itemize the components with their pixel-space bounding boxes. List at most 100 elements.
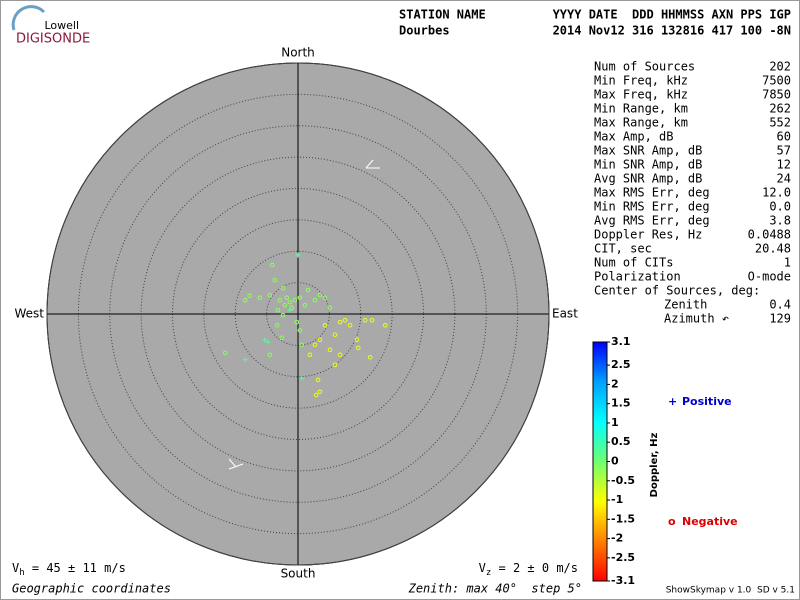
source-negative — [337, 352, 343, 358]
source-negative — [317, 389, 323, 395]
source-negative — [267, 352, 273, 358]
source-negative — [312, 342, 318, 348]
stat-value: 552 — [769, 116, 791, 130]
legend-label: Positive — [682, 395, 732, 408]
stat-value: 24 — [777, 172, 791, 186]
source-negative — [289, 305, 295, 311]
source-negative — [292, 297, 298, 303]
colorbar-tick-label: -2.5 — [611, 551, 635, 564]
stat-value: 3.8 — [769, 214, 791, 228]
source-positive — [262, 337, 268, 343]
source-negative — [302, 302, 308, 308]
colorbar-tick-label: 0.5 — [611, 435, 631, 448]
stat-label: Min SNR Amp, dB — [594, 158, 702, 172]
source-negative — [332, 332, 338, 338]
legend-marker: + — [668, 395, 677, 408]
source-negative — [327, 305, 333, 311]
source-negative — [242, 297, 248, 303]
header-label: YYYY DATE DDD HHMMSS AXN PPS IGP — [553, 8, 791, 22]
source-negative — [247, 293, 252, 299]
direction-label: West — [14, 307, 44, 321]
stat-label: Avg SNR Amp, dB — [594, 172, 702, 186]
stat-label: Max SNR Amp, dB — [594, 144, 702, 158]
stat-value: 57 — [777, 144, 791, 158]
colorbar: 3.1 2.5 2 1.5 1 0.5 0 -0.5 -1 -1.5 -2 -2.5 -3.1 Doppl… — [592, 335, 738, 587]
source-negative — [367, 354, 373, 360]
source-negative — [269, 262, 275, 268]
stat-value: 7850 — [762, 88, 791, 102]
vh-symbol: V — [12, 561, 19, 575]
stat-value: 20.48 — [755, 242, 791, 256]
stat-value: 60 — [777, 130, 791, 144]
stat-value: 262 — [769, 102, 791, 116]
direction-label: East — [552, 307, 578, 321]
source-negative — [315, 377, 321, 383]
logo-bottom: DIGISONDE — [16, 32, 90, 47]
source-negative — [287, 299, 293, 305]
stats-table: Num of Sources 202 Min Freq, kHz 7500 Max Fr… — [594, 60, 791, 326]
stat-label: Num of CITs — [594, 256, 673, 270]
stat-value: 12.0 — [762, 186, 791, 200]
vz-text: = 2 ± 0 m/s — [491, 561, 578, 575]
stat-value: 7500 — [762, 74, 791, 88]
source-negative — [297, 328, 303, 333]
source-negative — [312, 297, 318, 303]
colorbar-tick-label: 2 — [611, 377, 619, 390]
direction-label: South — [281, 567, 316, 581]
source-negative — [279, 335, 284, 341]
vz: Vz = 2 ± 0 m/s — [479, 561, 578, 578]
header-label: STATION NAME — [399, 8, 486, 22]
source-negative — [317, 337, 323, 343]
stat-value: O-mode — [748, 270, 791, 284]
source-negative — [280, 285, 286, 291]
stat-label: Max Freq, kHz — [594, 88, 688, 102]
source-negative — [267, 292, 273, 298]
colorbar-tick-label: 0 — [611, 455, 619, 468]
colorbar-tick-label: 3.1 — [611, 335, 631, 348]
stat-value: 12 — [777, 158, 791, 172]
colorbar-tick-label: 2.5 — [611, 358, 631, 371]
colorbar-tick-label: 1.5 — [611, 397, 631, 410]
source-negative — [327, 347, 333, 353]
source-positive — [295, 252, 301, 258]
source-negative — [355, 345, 361, 351]
source-negative — [284, 295, 290, 300]
stat-label: Min Freq, kHz — [594, 74, 688, 88]
source-negative — [322, 295, 328, 300]
source-negative — [317, 292, 323, 298]
source-negative — [354, 337, 360, 343]
vz-sub: z — [486, 568, 491, 578]
colorbar-bar — [592, 341, 608, 582]
stat-value: 0.4 — [769, 298, 791, 312]
vh-sub: h — [19, 568, 24, 578]
source-negative — [347, 322, 353, 328]
legend-label: Negative — [682, 515, 738, 528]
source-negative — [305, 287, 311, 293]
coords-note: Geographic coordinates — [12, 582, 171, 596]
source-negative — [282, 302, 288, 308]
stat-label: Num of Sources — [594, 60, 695, 74]
colorbar-tick-label: 1 — [611, 416, 619, 429]
vh: Vh = 45 ± 11 m/s — [12, 561, 126, 578]
source-negative — [369, 317, 375, 323]
legend-marker: o — [668, 515, 676, 528]
stat-value: 0.0 — [769, 200, 791, 214]
stat-label: Min RMS Err, deg — [594, 200, 710, 214]
arrow-mark — [228, 458, 237, 468]
stat-label: CIT, sec — [594, 242, 652, 256]
source-negative — [294, 319, 300, 325]
stat-label: Doppler Res, Hz — [594, 228, 702, 242]
stat-section: Center of Sources, deg: — [594, 284, 760, 298]
source-positive — [242, 357, 248, 363]
source-negative — [299, 342, 305, 348]
colorbar-tick-label: -2 — [611, 532, 623, 545]
stat-label: Avg RMS Err, deg — [594, 214, 710, 228]
stat-value: 202 — [769, 60, 791, 74]
source-negative — [382, 322, 388, 328]
source-positive — [265, 339, 271, 345]
direction-label: North — [281, 46, 315, 60]
source-negative — [307, 352, 313, 358]
source-negative — [274, 322, 280, 328]
stat-label: Min Range, km — [594, 102, 688, 116]
